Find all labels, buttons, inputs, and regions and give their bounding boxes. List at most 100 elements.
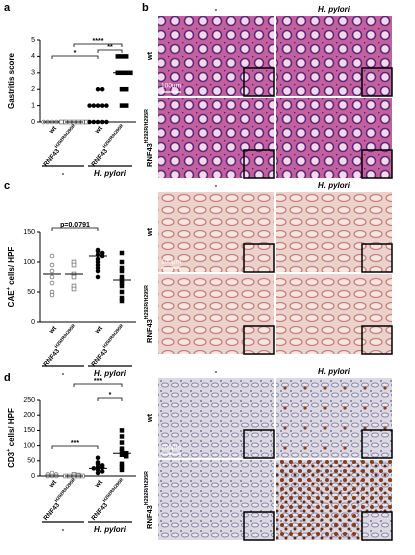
significance-bracket (51, 227, 99, 231)
significance-bracket (51, 55, 99, 59)
y-tick-label: 5 (31, 37, 35, 44)
row-label: RNF43H292R/H295R (144, 109, 154, 167)
significance-label: *** (71, 440, 79, 447)
scale-bar-label: 100µm (161, 445, 181, 452)
data-point (71, 286, 77, 292)
inset (361, 149, 393, 179)
x-tick-label-sup: H292R/H295R (102, 323, 125, 349)
y-tick-label: 0 (31, 473, 35, 480)
inset (243, 149, 275, 179)
row-label: wt (145, 227, 154, 237)
x-tick-label-main: wt (93, 324, 104, 335)
data-point (119, 467, 125, 473)
data-point (123, 54, 129, 59)
significance-bracket (73, 43, 123, 47)
panel-letter: b (142, 2, 149, 14)
x-tick-label-main: RNF43 (90, 147, 109, 168)
x-tick-label-sup: H292R/H295R (54, 123, 77, 149)
data-point (119, 434, 125, 439)
data-point (119, 259, 125, 265)
y-axis-title-sup: + (6, 448, 12, 452)
data-point (95, 274, 101, 280)
x-tick-label-main: wt (47, 478, 58, 489)
row-label: wt (145, 413, 154, 423)
x-tick-label-sup: H292R/H295R (102, 477, 125, 503)
row-label-main: wt (145, 227, 154, 237)
data-point (119, 54, 125, 59)
column-header: H. pylori (318, 367, 351, 376)
y-tick-label: 0 (31, 119, 35, 126)
y-tick-label: 2 (31, 86, 35, 93)
y-tick-label: 4 (31, 53, 35, 60)
data-point (104, 119, 109, 125)
data-point (95, 470, 101, 476)
data-point (49, 253, 55, 259)
y-tick-label: 50 (27, 458, 35, 465)
row-label-main: wt (145, 51, 154, 61)
x-tick-label: RNF43H292R/H295R (40, 477, 80, 522)
y-axis-title-main: CD3 (7, 451, 16, 468)
scale-bar-label: 100µm (161, 83, 181, 90)
data-point (59, 119, 64, 125)
column-header: H. pylori (318, 5, 351, 14)
panel-letter: a (4, 2, 11, 14)
x-tick-label-main: RNF43 (42, 501, 61, 522)
y-tick-label: 150 (23, 229, 35, 236)
data-point (115, 54, 121, 59)
x-tick-label: RNF43H292R/H295R (40, 123, 80, 168)
data-point (71, 274, 77, 280)
column-header: - (215, 5, 218, 14)
significance-label: * (109, 392, 112, 399)
data-point (123, 86, 129, 92)
y-tick-label: 1 (31, 102, 35, 109)
x-tick-label: wt (93, 478, 104, 489)
y-tick-label: 3 (31, 70, 35, 77)
x-tick-label-main: RNF43 (42, 347, 61, 368)
inset (361, 243, 393, 273)
x-tick-label: RNF43H292R/H295R (40, 323, 80, 368)
column-header: - (215, 367, 218, 376)
treatment-label: - (62, 169, 65, 178)
data-point (119, 298, 125, 304)
data-point (49, 268, 55, 274)
data-point (123, 103, 129, 108)
data-point (49, 262, 55, 268)
treatment-label: - (62, 525, 65, 534)
data-point (119, 86, 125, 92)
significance-label: ** (107, 44, 113, 51)
significance-label: * (74, 50, 77, 57)
x-tick-label-main: RNF43 (42, 147, 61, 168)
data-point (119, 428, 125, 433)
significance-bracket (51, 445, 99, 449)
significance-label: **** (93, 38, 104, 45)
row-label-main: wt (145, 413, 154, 423)
treatment-label: H. pylori (94, 525, 127, 534)
data-point (95, 455, 101, 461)
y-axis-title: CD3+ cells/ HPF (6, 408, 16, 468)
row-label: RNF43H292R/H295R (144, 471, 154, 529)
x-tick-label-main: wt (47, 324, 58, 335)
column-header: - (215, 181, 218, 190)
y-axis-title: Gastritis score (7, 52, 16, 109)
y-tick-label: 50 (27, 289, 35, 296)
data-point (87, 119, 92, 125)
x-tick-label-sup: H292R/H295R (54, 323, 77, 349)
inset (243, 67, 275, 97)
y-axis-title-main: Gastritis score (7, 52, 16, 109)
y-axis-title-rest: cells/ HPF (7, 247, 16, 288)
row-label-sup: H292R/H295R (144, 471, 150, 505)
x-tick-label-sup: H292R/H295R (54, 477, 77, 503)
data-point (99, 469, 105, 474)
y-tick-label: 200 (23, 412, 35, 419)
y-tick-label: 250 (23, 397, 35, 404)
data-point (119, 268, 125, 274)
row-label-sup: H292R/H295R (144, 109, 150, 143)
row-label-main: RNF43 (145, 143, 154, 167)
inset (361, 67, 393, 97)
inset (243, 429, 275, 459)
y-tick-label: 150 (23, 427, 35, 434)
data-point (119, 283, 125, 289)
x-tick-label: wt (47, 124, 58, 135)
row-label-sup: H292R/H295R (144, 285, 150, 319)
